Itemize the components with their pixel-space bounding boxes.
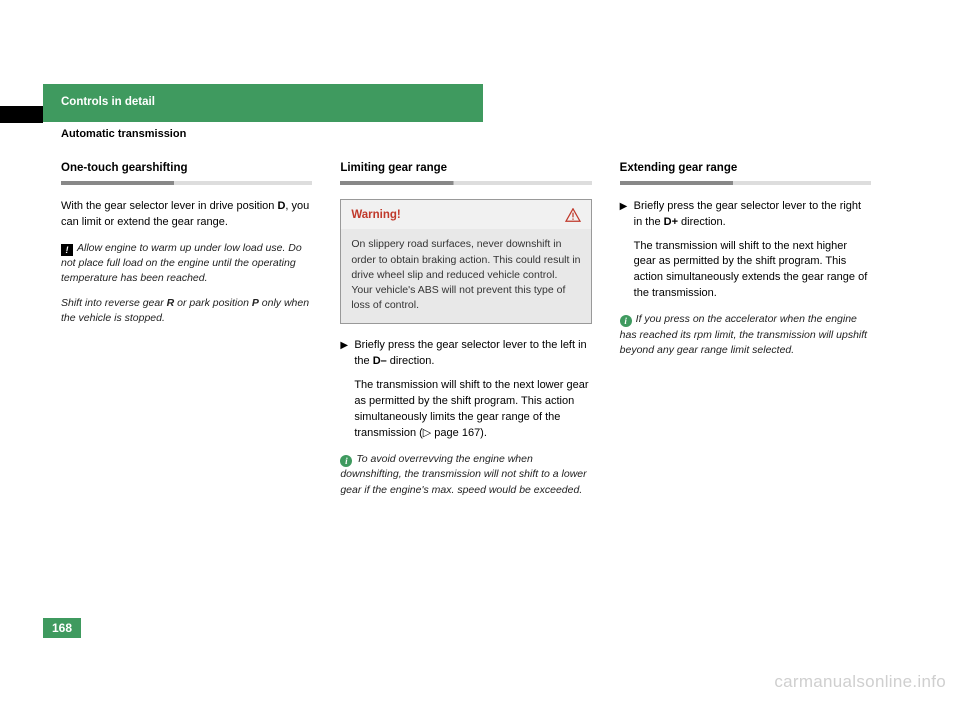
col1-note-1: !Allow engine to warm up under low load … — [61, 241, 312, 287]
col3-info-note: iIf you press on the accelerator when th… — [620, 312, 871, 358]
watermark: carmanualsonline.info — [774, 672, 946, 692]
info-icon: i — [340, 455, 352, 467]
manual-page: Controls in detail Automatic transmissio… — [0, 0, 960, 720]
col1-title: One-touch gearshifting — [61, 160, 312, 177]
warning-box: Warning! On slippery road surfaces, neve… — [340, 199, 591, 325]
col2-follow: The transmission will shift to the next … — [354, 378, 591, 442]
warning-body: On slippery road surfaces, never downshi… — [341, 229, 590, 323]
col1-paragraph: With the gear selector lever in drive po… — [61, 199, 312, 231]
bullet-text: Briefly press the gear selector lever to… — [354, 338, 591, 370]
section-title: Automatic transmission — [61, 128, 186, 140]
page-number: 168 — [43, 618, 81, 638]
column-1: One-touch gearshifting With the gear sel… — [61, 160, 312, 508]
triangle-bullet-icon: ▶ — [340, 338, 354, 370]
content-columns: One-touch gearshifting With the gear sel… — [61, 160, 871, 508]
col3-bullet: ▶ Briefly press the gear selector lever … — [620, 199, 871, 231]
title-rule — [61, 181, 312, 185]
margin-tab — [0, 106, 43, 123]
col2-info-note: iTo avoid overrevving the engine when do… — [340, 452, 591, 498]
exclamation-icon: ! — [61, 244, 73, 256]
bullet-text: Briefly press the gear selector lever to… — [634, 199, 871, 231]
column-2: Limiting gear range Warning! On slippery… — [340, 160, 591, 508]
col2-bullet: ▶ Briefly press the gear selector lever … — [340, 338, 591, 370]
triangle-bullet-icon: ▶ — [620, 199, 634, 231]
title-rule — [340, 181, 591, 185]
warning-triangle-icon — [565, 208, 581, 222]
col2-title: Limiting gear range — [340, 160, 591, 177]
warning-header: Warning! — [341, 200, 590, 230]
info-icon: i — [620, 315, 632, 327]
warning-label: Warning! — [351, 207, 400, 224]
column-3: Extending gear range ▶ Briefly press the… — [620, 160, 871, 508]
col1-note-2: Shift into reverse gear R or park positi… — [61, 296, 312, 326]
chapter-header: Controls in detail — [43, 84, 483, 122]
col3-follow: The transmission will shift to the next … — [634, 239, 871, 303]
col3-title: Extending gear range — [620, 160, 871, 177]
title-rule — [620, 181, 871, 185]
chapter-title: Controls in detail — [43, 84, 483, 108]
